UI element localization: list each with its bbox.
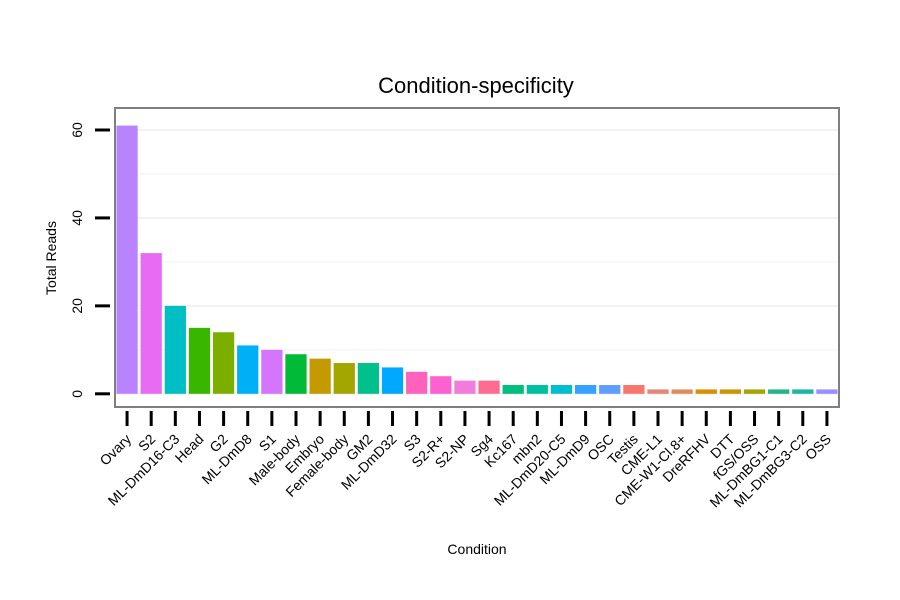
- y-tick-label: 60: [69, 122, 85, 138]
- bar-ml-dmd20-c5: [550, 385, 573, 394]
- bar-kc167: [502, 385, 524, 394]
- bar-head: [188, 327, 211, 394]
- x-tick-label: Head: [172, 431, 207, 466]
- y-tick-label: 20: [69, 298, 85, 314]
- y-tick-label: 40: [69, 210, 85, 226]
- bar-drerfhv: [695, 389, 717, 394]
- plot-panel: [114, 107, 840, 408]
- x-tick-label: OSS: [802, 431, 834, 463]
- x-axis-label: Condition: [447, 541, 506, 557]
- bar-sg4: [478, 380, 500, 394]
- bar-ovary: [116, 125, 138, 394]
- bar-female-body: [333, 363, 355, 394]
- bar-ml-dmbg3-c2: [792, 389, 814, 394]
- bar-gm2: [357, 363, 380, 394]
- bar-ml-dmd8: [237, 345, 259, 394]
- bar-fgs-oss: [743, 389, 766, 394]
- bar-dtt: [719, 389, 742, 394]
- bar-cme-w1-cl-8-: [671, 389, 693, 394]
- bar-ml-dmd32: [381, 367, 404, 394]
- y-axis: 0 20 40 60: [69, 122, 110, 398]
- bar-s2-r-: [430, 376, 452, 394]
- bar-s1: [261, 349, 283, 394]
- bar-ml-dmd9: [574, 385, 597, 394]
- bar-mbn2: [526, 385, 548, 394]
- bars: [116, 125, 838, 394]
- y-axis-label: Total Reads: [43, 221, 59, 295]
- bar-s2-np: [454, 380, 476, 394]
- y-tick-label: 0: [69, 390, 85, 398]
- bar-embryo: [309, 358, 331, 394]
- bar-ml-dmbg1-c1: [768, 389, 790, 394]
- bar-ml-dmd16-c3: [164, 305, 186, 394]
- bar-s3: [406, 371, 428, 394]
- bar-cme-l1: [647, 389, 669, 394]
- grid-lines: [116, 128, 838, 395]
- x-tick-label: Ovary: [96, 431, 134, 469]
- chart-title: Condition-specificity: [378, 73, 574, 98]
- bar-g2: [212, 332, 235, 394]
- bar-testis: [623, 385, 645, 394]
- bar-oss: [816, 389, 838, 394]
- bar-male-body: [285, 354, 307, 394]
- bar-osc: [599, 385, 621, 394]
- bar-s2: [140, 253, 162, 394]
